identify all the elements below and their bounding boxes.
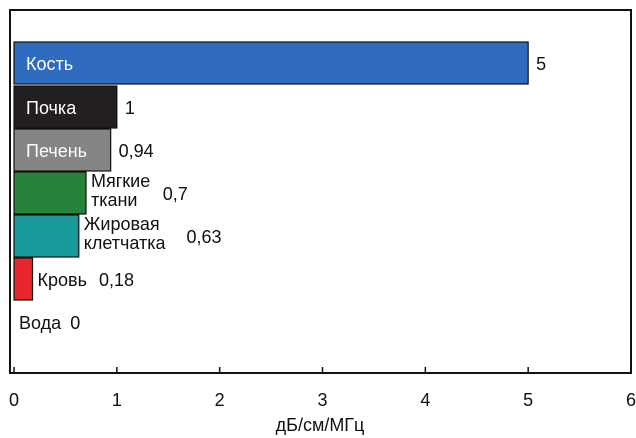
bar-3 xyxy=(13,171,87,215)
value-label-2: 0,94 xyxy=(119,141,154,161)
value-label-6: 0 xyxy=(70,313,80,333)
value-label-5: 0,18 xyxy=(99,270,134,290)
value-label-4: 0,63 xyxy=(186,227,221,247)
bar-0 xyxy=(13,41,529,85)
x-tick-label-5: 5 xyxy=(523,390,533,410)
x-tick-label-3: 3 xyxy=(317,390,327,410)
bars-group: Кость 5 Почка 1 Печень 0,94 Мягкие ткани 0,7 Жиро… xyxy=(13,41,546,333)
x-tick-label-6: 6 xyxy=(626,390,636,410)
category-label-4: Жировая клетчатка xyxy=(84,214,167,253)
category-label-3: Мягкие ткани xyxy=(91,171,150,210)
bar-5 xyxy=(13,257,34,301)
category-label-1: Почка xyxy=(26,98,77,118)
x-axis-ticks: 0 1 2 3 4 5 6 xyxy=(9,367,636,410)
bar-2 xyxy=(13,128,112,172)
x-tick-label-1: 1 xyxy=(112,390,122,410)
plot-frame xyxy=(9,9,632,374)
category-label-5: Кровь xyxy=(38,270,87,290)
category-label-0: Кость xyxy=(26,54,73,74)
category-label-6: Вода xyxy=(19,313,62,333)
value-label-0: 5 xyxy=(536,54,546,74)
x-axis-title: дБ/см/МГц xyxy=(276,415,365,435)
value-label-1: 1 xyxy=(125,98,135,118)
x-tick-label-4: 4 xyxy=(420,390,430,410)
x-tick-label-0: 0 xyxy=(9,390,19,410)
bar-1 xyxy=(13,85,118,129)
x-tick-label-2: 2 xyxy=(215,390,225,410)
value-label-3: 0,7 xyxy=(163,184,188,204)
bar-4 xyxy=(13,214,80,258)
category-label-2: Печень xyxy=(26,141,87,161)
